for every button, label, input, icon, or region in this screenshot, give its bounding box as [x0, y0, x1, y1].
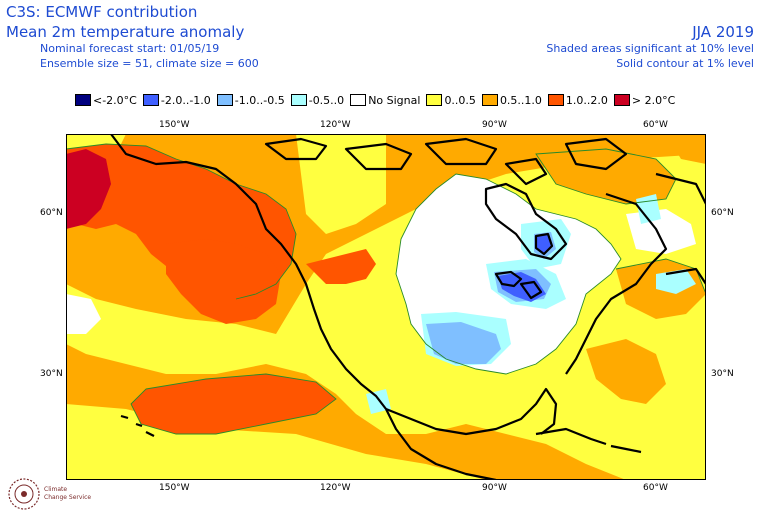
climate-service-emblem-icon [8, 478, 40, 510]
legend-label: -1.0..-0.5 [234, 93, 285, 107]
copernicus-logo: Climate Change Service [4, 474, 124, 516]
legend-swatch [350, 94, 367, 106]
legend-swatch [547, 94, 564, 106]
legend-item: -2.0..-1.0 [142, 93, 211, 107]
legend-label: 0..0.5 [444, 93, 476, 107]
logo-line-2: Change Service [44, 494, 92, 501]
legend-label: 1.0..2.0 [565, 93, 608, 107]
legend-item: -0.5..0 [290, 93, 345, 107]
lat-tick-label-right: 30°N [711, 369, 734, 379]
lon-tick-label-bottom: 150°W [159, 483, 190, 493]
lon-tick-label-bottom: 60°W [643, 483, 668, 493]
legend-item: -1.0..-0.5 [216, 93, 285, 107]
legend-swatch [426, 94, 443, 106]
forecast-start: Nominal forecast start: 01/05/19 [40, 42, 220, 55]
significance-contour-note: Solid contour at 1% level [616, 57, 754, 70]
lat-tick-label-right: 60°N [711, 208, 734, 218]
legend-swatch [481, 94, 498, 106]
season-label: JJA 2019 [692, 23, 754, 41]
legend-swatch [613, 94, 630, 106]
anomaly-darkred-region [66, 149, 111, 229]
lon-tick-label-top: 120°W [320, 120, 351, 130]
legend-item: No Signal [350, 94, 420, 107]
anomaly-map [66, 134, 706, 480]
legend-item: <-2.0°C [75, 94, 137, 107]
color-legend: <-2.0°C -2.0..-1.0 -1.0..-0.5 -0.5..0 No… [75, 92, 681, 108]
lon-tick-label-bottom: 120°W [320, 483, 351, 493]
lon-tick-label-bottom: 90°W [482, 483, 507, 493]
coastlines [110, 134, 706, 480]
legend-swatch [290, 94, 307, 106]
lat-tick-label-left: 60°N [40, 208, 63, 218]
map-subtitle: Mean 2m temperature anomaly [6, 23, 245, 41]
legend-item: 1.0..2.0 [547, 93, 608, 107]
legend-label: -0.5..0 [308, 93, 345, 107]
ensemble-size: Ensemble size = 51, climate size = 600 [40, 57, 259, 70]
legend-item: 0.5..1.0 [481, 93, 542, 107]
anomaly-orangered-regions [66, 144, 376, 434]
lon-tick-label-top: 60°W [643, 120, 668, 130]
map-title: C3S: ECMWF contribution [6, 3, 198, 21]
significance-shaded-note: Shaded areas significant at 10% level [546, 42, 754, 55]
lat-tick-label-left: 30°N [40, 369, 63, 379]
legend-swatch [216, 94, 233, 106]
logo-line-1: Climate [44, 486, 68, 493]
legend-item: > 2.0°C [613, 93, 676, 107]
no-signal-region-west [66, 294, 101, 334]
legend-label: > 2.0°C [631, 93, 676, 107]
legend-swatch [142, 94, 159, 106]
legend-swatch [75, 94, 91, 106]
legend-label: No Signal [368, 93, 421, 107]
legend-label: -2.0..-1.0 [160, 93, 211, 107]
anomaly-orange-ne-regions [536, 134, 706, 404]
legend-label: <-2.0°C [93, 93, 137, 107]
legend-label: 0.5..1.0 [499, 93, 542, 107]
lon-tick-label-top: 150°W [159, 120, 190, 130]
lon-tick-label-top: 90°W [482, 120, 507, 130]
legend-item: 0..0.5 [426, 94, 476, 107]
map-frame [66, 134, 706, 480]
